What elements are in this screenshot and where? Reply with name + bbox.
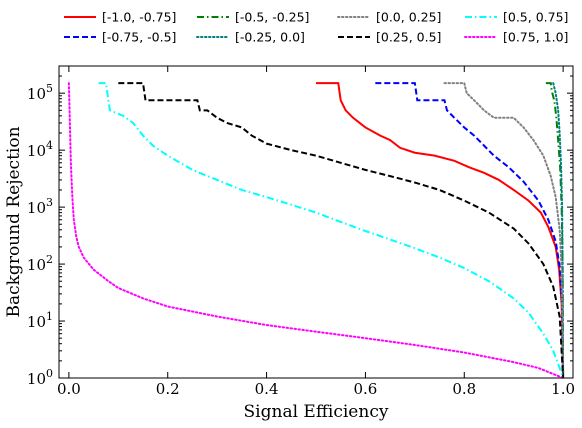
legend-item: [0.0, 0.25] (337, 10, 441, 25)
plot-frame (58, 65, 574, 379)
legend-item: [-0.5, -0.25] (197, 10, 309, 25)
series-line-2 (545, 82, 565, 379)
x-tick-label: 0.4 (255, 380, 279, 398)
series-line-5 (118, 82, 565, 379)
x-tick-label: 0.2 (156, 380, 180, 398)
x-tick-label: 1.0 (551, 380, 575, 398)
series-line-7 (67, 82, 565, 379)
series-line-0 (316, 82, 565, 379)
x-axis-title: Signal Efficiency (244, 402, 389, 422)
y-tick-label: 103 (27, 196, 53, 217)
y-tick-label: 100 (27, 367, 53, 388)
y-tick-label: 104 (27, 139, 53, 160)
legend-label: [0.5, 0.75] (503, 10, 568, 25)
legend-item: [0.25, 0.5] (338, 30, 441, 45)
legend-label: [0.75, 1.0] (503, 30, 568, 45)
series-line-3 (552, 82, 565, 379)
legend-label: [-0.75, -0.5] (102, 30, 176, 45)
legend-item: [0.5, 0.75] (465, 10, 568, 25)
legend-item: [0.75, 1.0] (464, 30, 568, 45)
legend-label: [-0.5, -0.25] (235, 10, 309, 25)
legend-item: [-0.75, -0.5] (64, 30, 176, 45)
legend-label: [0.25, 0.5] (376, 30, 441, 45)
x-tick-label: 0.0 (57, 380, 81, 398)
x-ticks: 0.0 0.2 0.4 0.6 0.8 1.0 (57, 66, 575, 398)
legend-item: [-0.25, 0.0] (196, 30, 305, 45)
legend-item: [-1.0, -0.75] (64, 10, 176, 25)
y-axis-title: Background Rejection (4, 126, 24, 317)
y-tick-label: 101 (27, 310, 53, 331)
x-tick-label: 0.6 (353, 380, 377, 398)
plot-lines (67, 82, 565, 379)
y-tick-label: 105 (27, 82, 53, 103)
y-tick-label: 102 (27, 253, 53, 274)
series-line-6 (98, 82, 565, 379)
series-line-4 (443, 82, 565, 379)
legend: [-1.0, -0.75] [-0.75, -0.5] [-0.5, -0.25] [… (64, 10, 568, 45)
legend-label: [0.0, 0.25] (376, 10, 441, 25)
series-line-1 (375, 82, 565, 379)
legend-label: [-1.0, -0.75] (102, 10, 176, 25)
x-tick-label: 0.8 (452, 380, 476, 398)
legend-label: [-0.25, 0.0] (235, 30, 305, 45)
y-ticks: 100 101 102 103 104 105 (27, 65, 573, 388)
